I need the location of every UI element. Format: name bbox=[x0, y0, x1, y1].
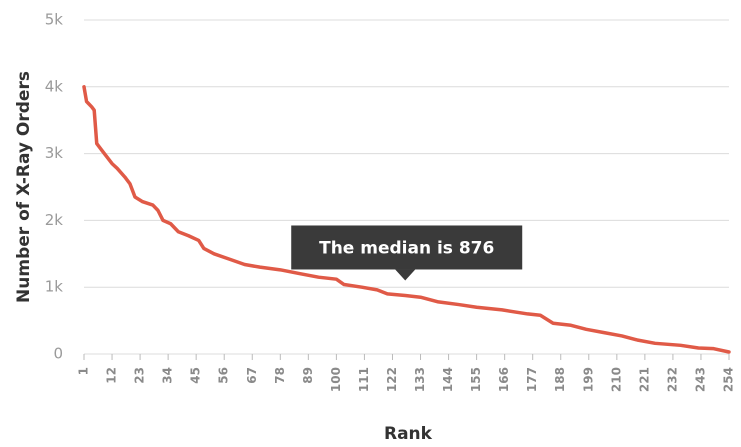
y-tick-label: 2k bbox=[45, 211, 64, 229]
y-tick-label: 1k bbox=[45, 278, 64, 296]
x-tick-label: 78 bbox=[273, 367, 287, 384]
annotation: The median is 876 bbox=[291, 225, 523, 281]
x-tick-label: 144 bbox=[441, 367, 455, 392]
x-tick-label: 111 bbox=[357, 367, 371, 392]
x-tick-label: 67 bbox=[245, 367, 259, 384]
x-tick-label: 89 bbox=[301, 367, 315, 384]
y-tick-label: 3k bbox=[45, 144, 64, 162]
y-tick-label: 5k bbox=[45, 11, 64, 29]
x-tick-label: 34 bbox=[161, 367, 175, 384]
x-tick-label: 254 bbox=[722, 367, 736, 392]
x-tick-label: 210 bbox=[609, 367, 623, 392]
x-tick-label: 133 bbox=[413, 367, 427, 392]
annotation-box bbox=[291, 225, 523, 270]
x-tick-label: 166 bbox=[497, 367, 511, 392]
x-tick-label: 155 bbox=[469, 367, 483, 392]
x-tick-label: 56 bbox=[217, 367, 231, 384]
x-tick-label: 1 bbox=[77, 367, 91, 375]
x-tick-label: 100 bbox=[329, 367, 343, 392]
x-tick-label: 177 bbox=[525, 367, 539, 392]
x-axis-label: Rank bbox=[384, 424, 433, 444]
x-tick-label: 23 bbox=[133, 367, 147, 384]
x-tick-label: 188 bbox=[553, 367, 567, 392]
y-tick-label: 4k bbox=[45, 77, 64, 95]
x-tick-label: 45 bbox=[189, 367, 203, 384]
annotation-pointer bbox=[395, 269, 416, 281]
x-tick-label: 221 bbox=[637, 367, 651, 392]
x-tick-label: 122 bbox=[385, 367, 399, 392]
x-tick-label: 199 bbox=[581, 367, 595, 392]
y-axis-label: Number of X-Ray Orders bbox=[14, 71, 34, 303]
data-line bbox=[82, 85, 731, 354]
annotation-text: The median is 876 bbox=[319, 238, 494, 258]
x-tick-label: 243 bbox=[693, 367, 707, 392]
x-tick-label: 232 bbox=[665, 367, 679, 392]
y-tick-label: 0 bbox=[53, 345, 63, 363]
x-tick-label: 12 bbox=[105, 367, 119, 384]
